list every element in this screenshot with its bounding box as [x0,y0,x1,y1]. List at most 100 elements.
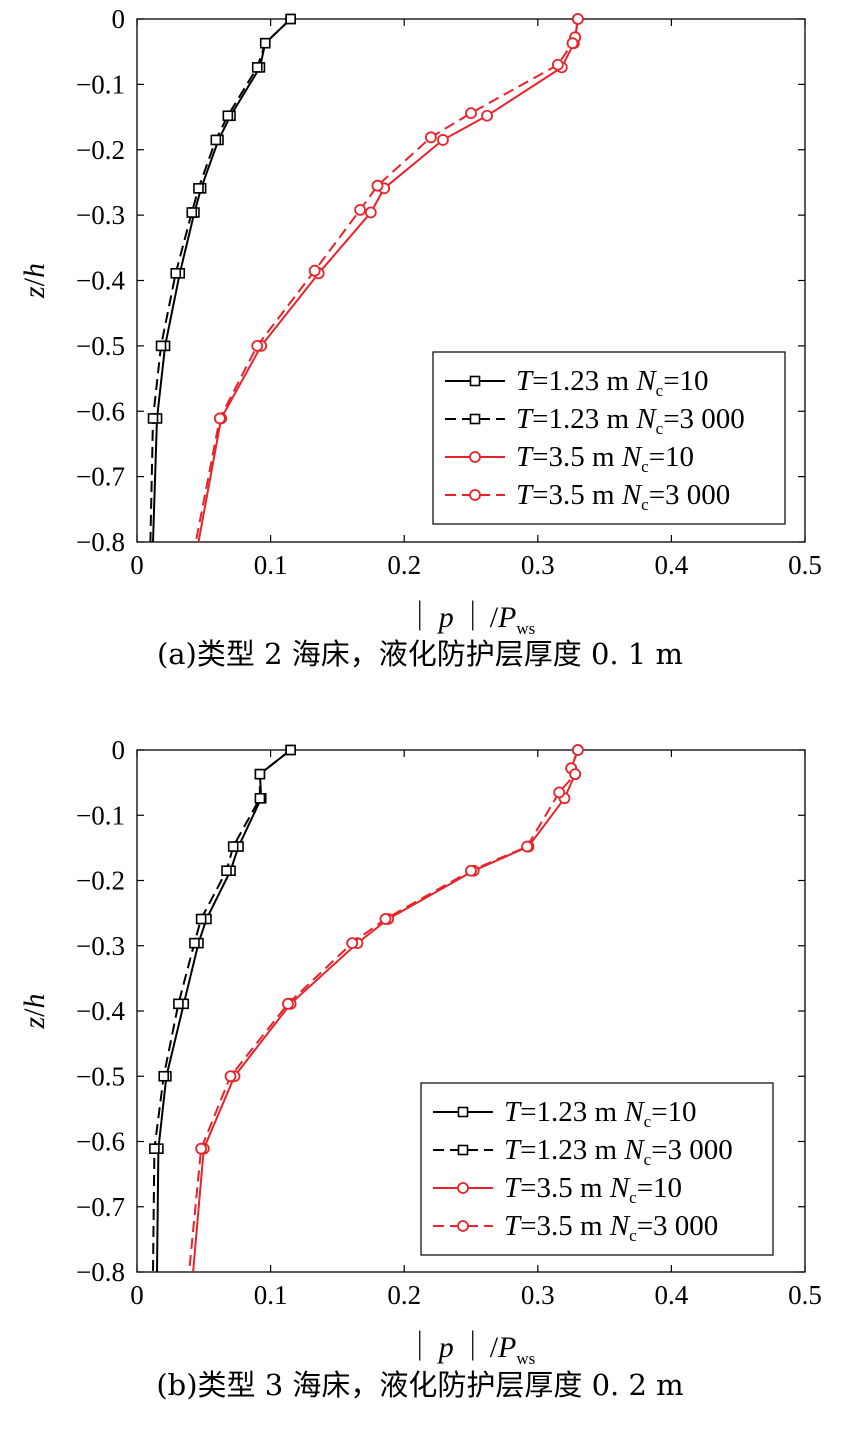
x-tick-label: 0.5 [788,550,822,580]
y-tick-label: −0.2 [76,135,125,165]
legend-entry: T=1.23 m Nc=3 000 [516,403,745,438]
x-axis: 0 0.1 0.2 0.3 0.4 0.5 [130,750,822,1310]
y-tick-label: −0.3 [76,200,125,230]
data-point-circle [425,131,437,144]
x-tick-label: 0.3 [521,550,555,580]
y-tick-label: 0 [112,735,126,765]
x-axis-label: ｜ p ｜/Pws [405,1331,536,1368]
x-tick-label: 0.1 [254,1280,288,1310]
data-point-circle [251,339,264,352]
data-point-square [222,110,234,122]
data-point-circle [308,264,321,277]
y-tick-label: −0.3 [76,931,125,961]
series-3 [194,13,584,543]
y-tick-label: −0.6 [76,1127,125,1157]
y-tick-label: −0.8 [76,1257,125,1287]
y-tick-label: −0.4 [76,266,125,296]
x-tick-label: 0 [130,550,144,580]
data-point-square [170,268,182,279]
y-axis: 0 −0.1 −0.2 −0.3 −0.4 −0.5 −0.6 −0.7 −0.8 [76,735,805,1287]
data-point-circle [282,997,294,1010]
x-tick-label: 0 [130,1280,144,1310]
data-point-square [469,413,481,425]
y-tick-label: −0.2 [76,866,125,896]
data-point-square [158,1070,170,1082]
data-point-square [254,792,266,804]
data-point-circle [213,412,226,425]
data-point-square [193,183,204,194]
chart-panel-a: 0 0.1 0.2 0.3 0.4 0.5 0 −0.1 −0.2 −0.3 −0.4 −0.5 −0.… [18,4,822,671]
x-axis: 0 0.1 0.2 0.3 0.4 0.5 [130,19,822,580]
data-point-circle [481,109,493,122]
y-tick-label: 0 [112,4,126,34]
data-point-square [155,340,167,352]
data-point-square [285,744,296,756]
x-tick-label: 0.1 [254,550,288,580]
data-point-square [195,913,207,925]
data-point-circle [346,937,358,950]
data-point-circle [521,840,534,853]
data-point-square [186,207,198,218]
legend-entry: T=1.23 m Nc=10 [504,1096,697,1131]
y-tick-label: −0.1 [76,800,125,830]
x-tick-label: 0.3 [521,1280,555,1310]
data-point-square [457,1106,469,1118]
legend-entry: T=3.5 m Nc=3 000 [504,1210,718,1245]
x-tick-label: 0.4 [655,1280,689,1310]
y-tick-label: −0.6 [76,396,125,426]
figure-caption: (a)类型 2 海床，液化防护层厚度 0. 1 m [157,637,683,671]
series-1 [149,744,296,1273]
y-tick-label: −0.7 [76,462,125,492]
data-point-circle [224,1070,237,1083]
data-point-circle [437,134,449,146]
data-point-circle [364,206,377,219]
data-point-circle [566,37,579,50]
legend-entry: T=3.5 m Nc=10 [504,1172,682,1207]
data-point-square [189,937,200,949]
y-tick-label: −0.1 [76,69,125,99]
x-tick-label: 0.4 [655,550,689,580]
series-line [149,18,292,543]
data-point-square [285,13,296,25]
y-axis-label: z/h [18,993,51,1029]
legend-entry: T=3.5 m Nc=3 000 [516,479,730,514]
data-point-circle [551,58,564,71]
figure-caption: (b)类型 3 海床，液化防护层厚度 0. 2 m [156,1368,683,1402]
legend-entry: T=3.5 m Nc=10 [516,441,694,476]
y-tick-label: −0.4 [76,996,125,1026]
data-point-square [259,37,271,49]
data-point-square [221,865,232,877]
data-point-square [210,134,222,146]
data-point-square [227,841,239,852]
data-point-square [251,62,263,73]
series-line [152,749,292,1273]
y-axis: 0 −0.1 −0.2 −0.3 −0.4 −0.5 −0.6 −0.7 −0.8 [76,4,805,557]
chart-panel-b: 0 0.1 0.2 0.3 0.4 0.5 0 −0.1 −0.2 −0.3 −0.4 −0.5 −0.… [18,735,822,1402]
data-point-circle [195,1142,208,1155]
data-point-circle [571,744,584,756]
data-point-circle [457,1220,469,1232]
data-point-square [149,1143,160,1154]
y-tick-label: −0.5 [76,1061,125,1091]
data-point-square [457,1144,469,1156]
x-axis-label: ｜ p ｜/Pws [405,601,536,638]
x-tick-label: 0.2 [387,550,421,580]
x-tick-label: 0.5 [788,1280,822,1310]
y-tick-label: −0.5 [76,331,125,361]
x-tick-label: 0.2 [387,1280,421,1310]
data-point-square [254,768,266,780]
data-point-circle [469,451,481,463]
data-point-circle [465,107,477,120]
y-tick-label: −0.8 [76,527,125,557]
data-point-square [147,413,159,424]
data-point-circle [553,786,566,799]
legend-entry: T=1.23 m Nc=3 000 [504,1134,733,1169]
legend-entry: T=1.23 m Nc=10 [516,365,709,400]
series-3 [188,744,584,1273]
y-tick-label: −0.7 [76,1192,125,1222]
data-point-circle [354,203,367,216]
data-point-circle [469,489,481,501]
